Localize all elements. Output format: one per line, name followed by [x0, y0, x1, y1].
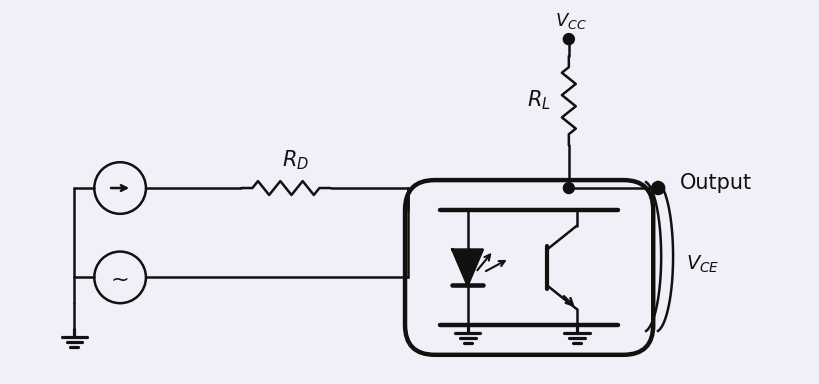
Text: Output: Output	[679, 173, 751, 193]
Circle shape	[563, 182, 573, 194]
Text: $R_L$: $R_L$	[527, 89, 550, 113]
Polygon shape	[452, 250, 482, 285]
Text: $R_D$: $R_D$	[282, 149, 309, 172]
Circle shape	[651, 182, 663, 194]
Text: $V_{CE}$: $V_{CE}$	[686, 254, 719, 275]
Text: ~: ~	[111, 269, 129, 290]
Text: $V_{CC}$: $V_{CC}$	[554, 11, 586, 31]
Circle shape	[563, 34, 573, 44]
